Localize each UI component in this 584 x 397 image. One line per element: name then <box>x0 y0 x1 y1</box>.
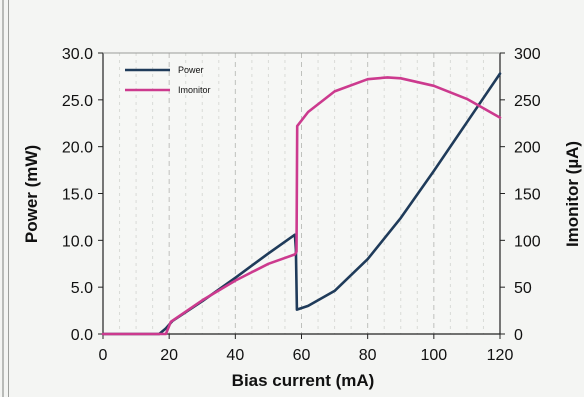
legend: Power Imonitor <box>125 65 211 95</box>
scan-border-inner <box>8 0 9 397</box>
y-tick-label-left: 10.0 <box>62 233 93 250</box>
x-tick-label: 60 <box>293 347 311 364</box>
x-axis-title: Bias current (mA) <box>232 371 375 390</box>
legend-label-power: Power <box>178 65 204 75</box>
x-tick-label: 20 <box>160 347 178 364</box>
y-tick-label-right: 100 <box>514 233 541 250</box>
axes <box>98 52 505 339</box>
y-tick-label-right: 0 <box>514 327 523 344</box>
x-tick-label: 120 <box>487 347 514 364</box>
tick-labels: 0 20 40 60 80 100 120 0.0 5.0 10.0 15.0 20.0 25.0 30.… <box>62 46 541 364</box>
scan-border-left <box>2 0 4 397</box>
y-tick-label-left: 20.0 <box>62 140 93 157</box>
y-axis-title-right: Imonitor (µA) <box>563 141 582 247</box>
y-tick-label-right: 50 <box>514 280 532 297</box>
y-tick-label-right: 150 <box>514 187 541 204</box>
y-tick-label-left: 5.0 <box>71 280 93 297</box>
y-tick-label-left: 0.0 <box>71 327 93 344</box>
series-lines <box>101 72 502 336</box>
x-tick-label: 80 <box>359 347 377 364</box>
y-tick-label-right: 300 <box>514 46 541 63</box>
y-tick-label-left: 15.0 <box>62 187 93 204</box>
legend-label-imonitor: Imonitor <box>178 85 211 95</box>
y-tick-label-left: 25.0 <box>62 93 93 110</box>
series-line-imonitor <box>101 76 502 336</box>
x-tick-label: 100 <box>420 347 447 364</box>
x-tick-label: 40 <box>226 347 244 364</box>
y-tick-label-right: 250 <box>514 93 541 110</box>
y-axis-title-left: Power (mW) <box>22 145 41 243</box>
y-tick-label-left: 30.0 <box>62 46 93 63</box>
x-tick-label: 0 <box>99 347 108 364</box>
y-tick-label-right: 200 <box>514 140 541 157</box>
